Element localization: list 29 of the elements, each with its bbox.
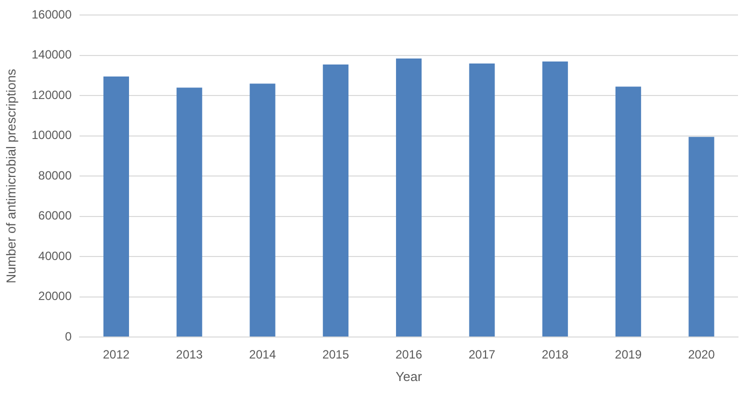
- bar: [615, 86, 642, 336]
- y-tick-label: 0: [64, 329, 72, 344]
- bar: [469, 63, 495, 336]
- x-tick-label: 2017: [468, 348, 496, 362]
- bar: [688, 136, 714, 336]
- y-tick-label: 80000: [38, 168, 72, 182]
- x-tick-label: 2018: [542, 348, 569, 362]
- y-tick-label: 100000: [32, 128, 72, 142]
- x-tick-label: 2014: [249, 348, 276, 362]
- bar: [542, 61, 568, 336]
- x-tick-label: 2015: [322, 348, 350, 362]
- y-axis-title: Number of antimicrobial prescriptions: [3, 68, 18, 284]
- y-tick-label: 120000: [32, 88, 72, 102]
- x-tick-label: 2020: [688, 348, 716, 362]
- bar: [250, 84, 276, 336]
- bar: [322, 64, 348, 336]
- bar: [103, 76, 130, 336]
- x-tick-label: 2012: [102, 348, 130, 362]
- x-tick-label: 2016: [395, 348, 422, 362]
- y-tick-label: 60000: [38, 208, 72, 223]
- y-tick-label: 40000: [38, 248, 72, 263]
- x-axis-title: Year: [396, 368, 423, 384]
- y-tick-label: 140000: [32, 48, 72, 62]
- x-tick-label: 2013: [176, 348, 204, 362]
- bar: [396, 58, 422, 336]
- y-tick-label: 160000: [32, 8, 72, 22]
- x-tick-label: 2019: [614, 348, 642, 362]
- bar: [176, 88, 202, 336]
- y-tick-label: 20000: [38, 289, 72, 304]
